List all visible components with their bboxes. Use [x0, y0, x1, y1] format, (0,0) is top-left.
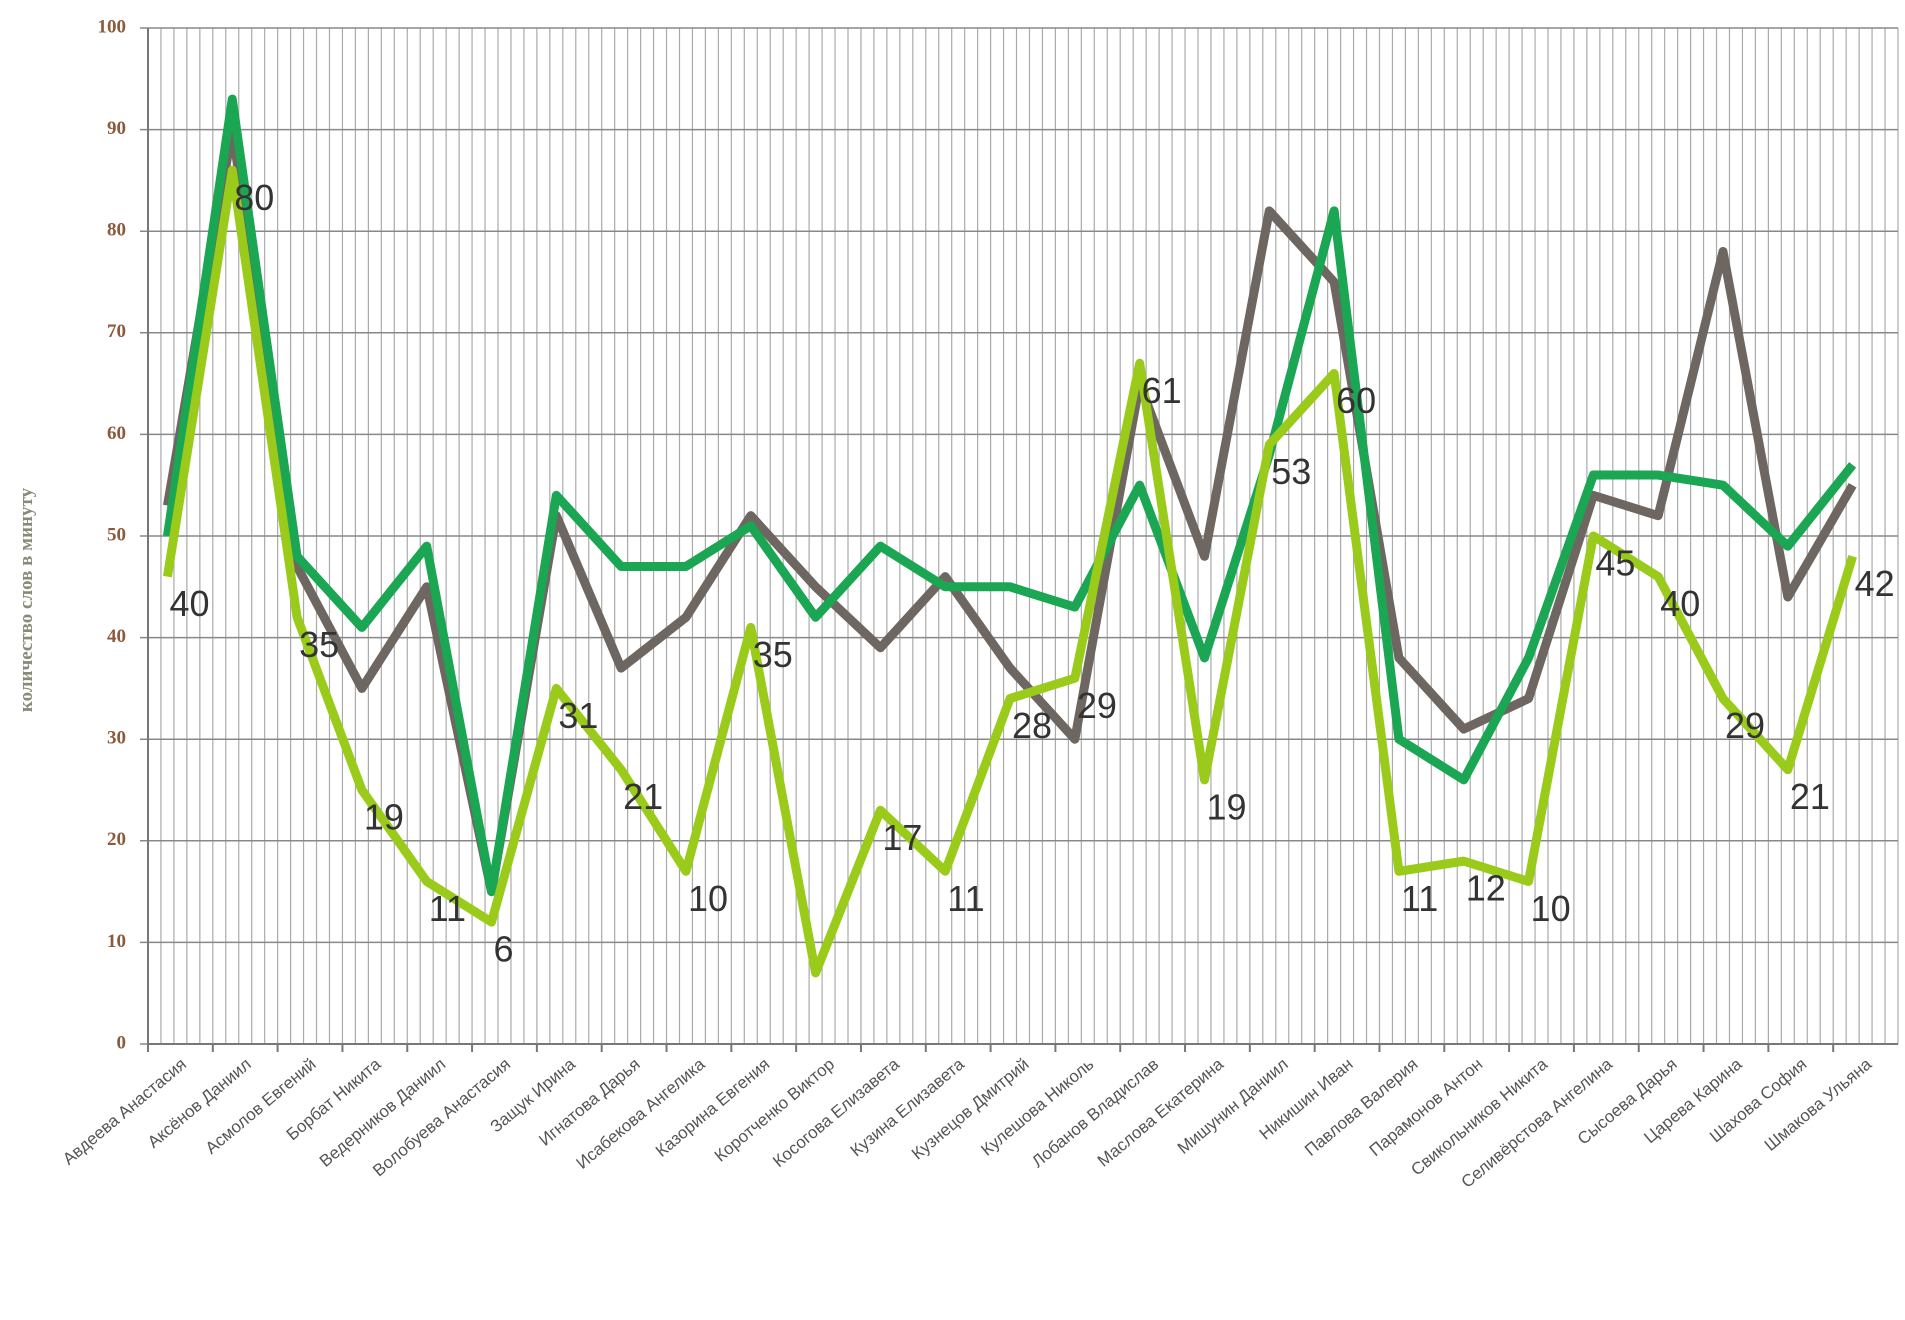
point-label: 80	[234, 177, 274, 218]
point-label: 11	[1401, 878, 1438, 919]
point-label: 19	[364, 797, 404, 838]
x-tick-label: Авдеева Анастасия	[59, 1055, 190, 1169]
x-tick-label: Казорина Евгения	[652, 1055, 773, 1161]
point-label: 42	[1855, 563, 1895, 604]
x-tick-label: Парамонов Антон	[1366, 1055, 1487, 1161]
y-tick-label: 90	[107, 118, 126, 139]
y-tick-label: 30	[107, 728, 126, 749]
point-label: 29	[1725, 705, 1765, 746]
point-label: 19	[1206, 786, 1246, 827]
y-tick-label: 70	[107, 321, 126, 342]
point-label: 35	[753, 634, 793, 675]
x-tick-label: Ведерников Даниил	[316, 1055, 449, 1171]
y-tick-label: 40	[107, 626, 126, 647]
x-tick-label: Маслова Екатерина	[1094, 1054, 1228, 1170]
x-tick-label: Шмакова Ульяна	[1761, 1054, 1876, 1155]
x-tick-label: Кузнецов Дмитрий	[908, 1055, 1033, 1164]
point-label: 10	[688, 878, 728, 919]
series-line	[163, 125, 1857, 897]
point-label: 11	[947, 878, 984, 919]
y-tick-label: 20	[107, 829, 126, 850]
y-tick-label: 60	[107, 423, 126, 444]
point-label: 10	[1531, 888, 1571, 929]
series-line	[163, 165, 1857, 978]
point-label: 21	[1790, 776, 1830, 817]
x-tick-label: Коротченко Виктор	[711, 1055, 838, 1166]
point-label: 12	[1466, 868, 1506, 909]
point-label: 60	[1336, 380, 1376, 421]
point-label: 11	[429, 888, 466, 929]
series-line	[162, 94, 1857, 897]
y-axis-title: количество слов в минуту	[16, 487, 37, 712]
point-label: 45	[1595, 543, 1635, 584]
y-tick-label: 10	[107, 931, 126, 952]
point-label: 21	[623, 776, 663, 817]
x-tick-label: Кулешова Николь	[977, 1054, 1097, 1159]
x-tick-label: Косогова Елизавета	[769, 1054, 903, 1171]
x-tick-label: Исабекова Ангелика	[573, 1054, 709, 1173]
y-tick-label: 100	[98, 16, 127, 37]
point-label: 6	[494, 929, 514, 970]
x-tick-label: Павлова Валерия	[1301, 1055, 1421, 1160]
point-label: 29	[1077, 685, 1117, 726]
point-label: 31	[558, 695, 598, 736]
point-label: 53	[1271, 451, 1311, 492]
x-tick-label: Асмолов Евгений	[202, 1055, 320, 1158]
point-label: 61	[1142, 370, 1182, 411]
x-tick-label: Кузина Елизавета	[847, 1054, 968, 1160]
point-label: 40	[1660, 583, 1700, 624]
y-tick-label: 0	[117, 1032, 127, 1053]
y-tick-label: 50	[107, 524, 126, 545]
point-label: 17	[882, 817, 922, 858]
point-label: 35	[299, 624, 339, 665]
x-tick-label: Мишунин Даниил	[1174, 1055, 1292, 1158]
point-label: 28	[1012, 705, 1052, 746]
point-label: 40	[169, 583, 209, 624]
y-tick-label: 80	[107, 220, 126, 241]
